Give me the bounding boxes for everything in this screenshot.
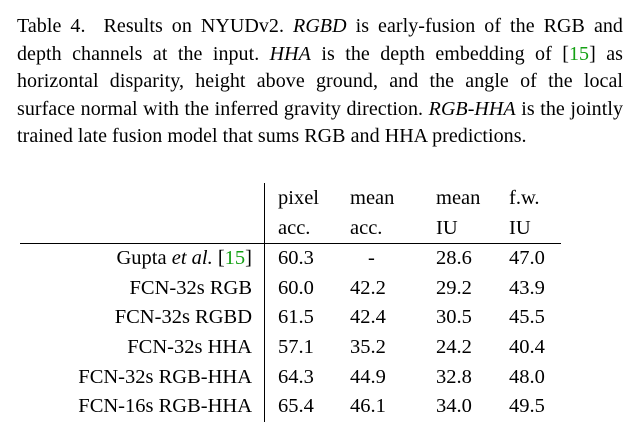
header-mean-iu-line1: mean (436, 186, 481, 209)
citation-link-15[interactable]: 15 (224, 247, 246, 270)
caption-text-3: is the depth embedding of (321, 42, 552, 65)
table-row-best: FCN-16s RGB-HHA 65.4 46.1 34.0 49.5 (20, 391, 561, 422)
cell-mean-iu: 29.2 (436, 276, 472, 299)
header-pixel-acc-line2: acc. (264, 213, 350, 244)
cell-mean-acc-best: 46.1 (350, 395, 386, 418)
table-row: FCN-32s RGB 60.0 42.2 29.2 43.9 (20, 273, 561, 304)
row-method-name: FCN-32s RGB (20, 273, 265, 304)
cell-mean-acc: 44.9 (350, 365, 386, 388)
cell-mean-acc: - (368, 247, 375, 270)
citation-bracket-open: [ (212, 247, 225, 270)
citation-bracket-open: [ (562, 42, 569, 65)
header-pixel-acc-line1: pixel (278, 186, 319, 209)
table-row: FCN-32s HHA 57.1 35.2 24.2 40.4 (20, 332, 561, 363)
row-method-name: FCN-32s RGB-HHA (20, 362, 265, 392)
cell-pixel-acc: 60.3 (278, 247, 314, 270)
header-mean-iu-line2: IU (436, 213, 509, 244)
caption-term-rgbd: RGBD (293, 15, 347, 37)
header-fw-iu-line2: IU (509, 213, 561, 244)
table-caption: Table 4. Results on NYUDv2. RGBD is earl… (17, 13, 623, 151)
cell-fw-iu: 40.4 (509, 336, 545, 359)
cell-mean-iu: 28.6 (436, 247, 472, 270)
method-name-text: Gupta (116, 247, 172, 270)
row-method-name: FCN-16s RGB-HHA (20, 391, 265, 422)
row-method-name: FCN-32s HHA (20, 332, 265, 363)
table-row: FCN-32s RGBD 61.5 42.4 30.5 45.5 (20, 303, 561, 333)
cell-pixel-acc: 61.5 (278, 306, 314, 329)
caption-term-rgb-hha: RGB-HHA (428, 97, 516, 120)
header-mean-acc-line1: mean (350, 186, 395, 209)
table-row: FCN-32s RGB-HHA 64.3 44.9 32.8 48.0 (20, 362, 561, 392)
caption-text-5: is the jointly trained late fusion model… (17, 97, 623, 148)
caption-text-4: as horizontal disparity, height above gr… (17, 42, 623, 120)
cell-fw-iu-best: 49.5 (509, 395, 545, 418)
header-empty-cell (20, 183, 265, 213)
citation-link-15[interactable]: 15 (568, 42, 590, 65)
results-table: pixel mean mean f.w. acc. acc. IU IU Gup… (20, 183, 561, 422)
caption-text-2: is early-fusion of the RGB and depth cha… (17, 15, 623, 65)
citation-bracket-close: ] (589, 42, 596, 65)
caption-term-hha: HHA (269, 42, 311, 65)
table-row: Gupta et al. [15] 60.3 - 28.6 47.0 (20, 243, 561, 274)
cell-fw-iu: 43.9 (509, 276, 545, 299)
cell-mean-acc: 42.2 (350, 276, 386, 299)
header-row-2: acc. acc. IU IU (20, 213, 561, 244)
caption-text-1: Results on NYUDv2. (103, 15, 285, 37)
cell-pixel-acc: 60.0 (278, 276, 314, 299)
caption-citation[interactable]: [15] (562, 43, 596, 65)
row-method-name: Gupta et al. [15] (20, 243, 265, 274)
header-empty-cell (20, 213, 265, 244)
cell-pixel-acc-best: 65.4 (278, 395, 314, 418)
citation-bracket-close: ] (245, 247, 252, 270)
header-row-1: pixel mean mean f.w. (20, 183, 561, 213)
cell-pixel-acc: 57.1 (278, 336, 314, 359)
cell-mean-acc: 35.2 (350, 336, 386, 359)
cell-mean-iu: 30.5 (436, 306, 472, 329)
cell-fw-iu: 48.0 (509, 365, 545, 388)
cell-pixel-acc: 64.3 (278, 365, 314, 388)
caption-label: Table 4. (17, 15, 86, 37)
cell-mean-iu: 24.2 (436, 336, 472, 359)
cell-mean-iu: 32.8 (436, 365, 472, 388)
cell-fw-iu: 47.0 (509, 247, 545, 270)
cell-mean-acc: 42.4 (350, 306, 386, 329)
row-method-name: FCN-32s RGBD (20, 303, 265, 333)
header-mean-acc-line2: acc. (350, 213, 436, 244)
header-fw-iu-line1: f.w. (509, 186, 540, 209)
cell-fw-iu: 45.5 (509, 306, 545, 329)
cell-mean-iu-best: 34.0 (436, 395, 472, 418)
method-name-italic: et al. (171, 247, 213, 270)
